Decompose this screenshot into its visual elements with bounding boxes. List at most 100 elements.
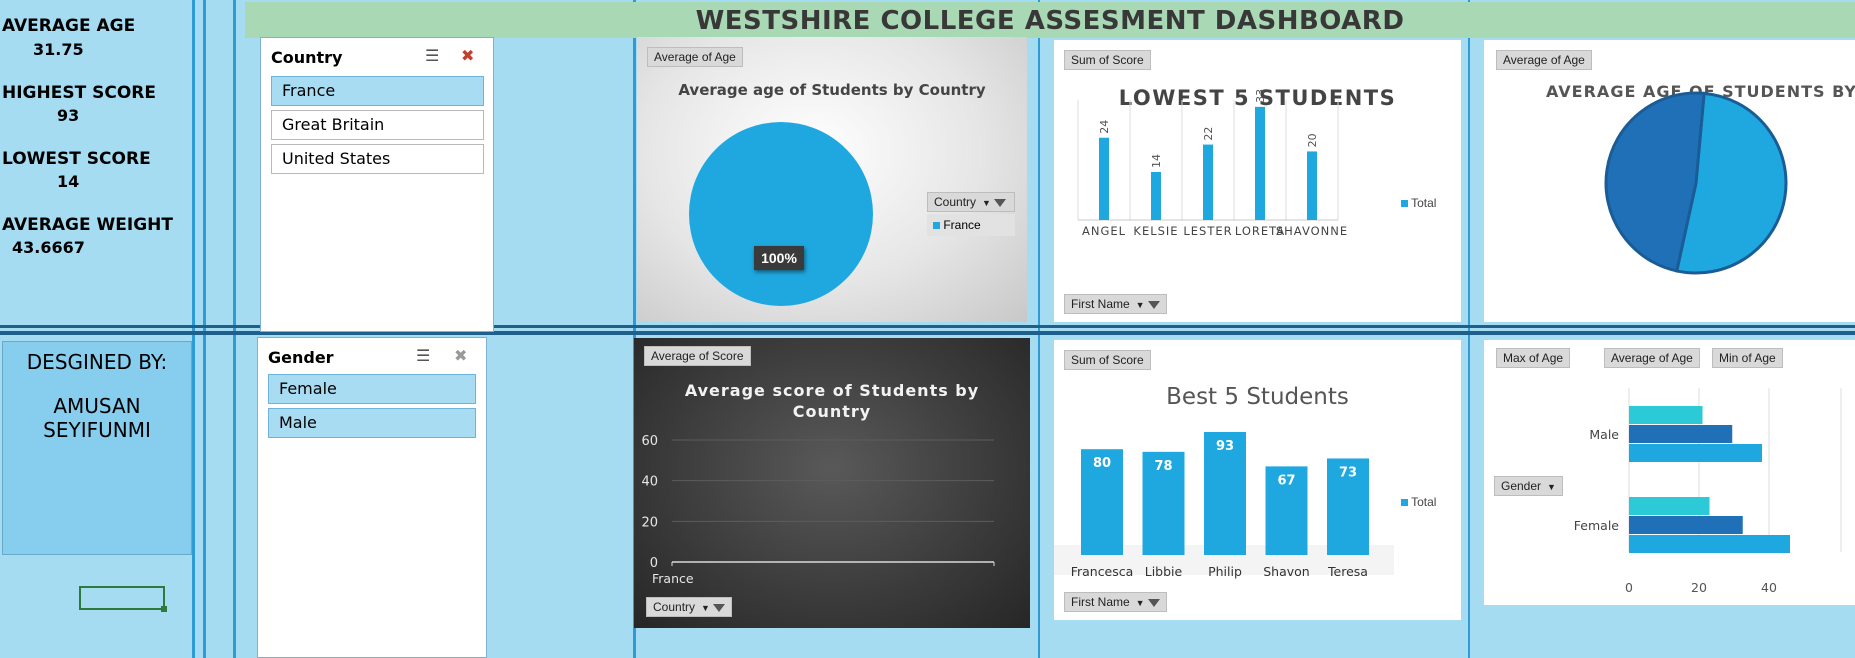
multi-select-icon[interactable]: ☰ — [425, 46, 439, 66]
slicer-item-female[interactable]: Female — [268, 374, 476, 404]
dropdown-icon: ▼ — [1136, 296, 1145, 314]
y-tick-label: Male — [1589, 427, 1619, 442]
gender-slicer[interactable]: Gender ☰ ✖ Female Male — [257, 337, 487, 658]
dropdown-icon: ▼ — [982, 194, 991, 212]
data-label: 22 — [1202, 127, 1215, 141]
data-label: 78 — [1154, 459, 1172, 474]
data-label: 14 — [1150, 154, 1163, 168]
legend-field-button-country[interactable]: Country ▼ — [927, 192, 1015, 212]
x-tick-label: Libbie — [1145, 564, 1183, 579]
separator-line — [1038, 0, 1040, 658]
bar-loreta[interactable] — [1255, 107, 1265, 220]
slicer-item-great-britain[interactable]: Great Britain — [271, 110, 484, 140]
line-plot: 0 20 40 60 France — [634, 338, 1030, 628]
axis-field-button-first-name[interactable]: First Name ▼ — [1064, 592, 1167, 612]
legend-entry: Total — [1401, 495, 1436, 509]
kpi-lowest-score-label: LOWEST SCORE — [2, 149, 151, 169]
dashboard-title: WESTSHIRE COLLEGE ASSESMENT DASHBOARD — [245, 2, 1855, 38]
x-tick-label: Philip — [1208, 564, 1242, 579]
x-tick-label: KELSIE — [1133, 224, 1178, 238]
legend-swatch — [1401, 200, 1408, 207]
pie-plot — [1484, 40, 1855, 322]
kpi-average-weight-value: 43.6667 — [12, 238, 85, 257]
filter-icon — [1148, 599, 1160, 607]
designer-name-line1: AMUSAN — [3, 394, 191, 418]
designer-card: DESGINED BY: AMUSAN SEYIFUNMI — [2, 341, 192, 555]
pie-slice-france[interactable] — [689, 122, 873, 306]
axis-field-button-first-name[interactable]: First Name ▼ — [1064, 294, 1167, 314]
x-tick-label: Teresa — [1327, 564, 1368, 579]
kpi-highest-score-label: HIGHEST SCORE — [2, 83, 156, 103]
data-label: 67 — [1277, 473, 1295, 488]
legend-entry: France — [927, 214, 1015, 236]
bar-female-min-of-age[interactable] — [1629, 497, 1710, 515]
age-by-gender-pie-chart[interactable]: Average of Age AVERAGE AGE OF STUDENTS B… — [1484, 40, 1855, 322]
bar-kelsie[interactable] — [1151, 172, 1161, 220]
bar-lester[interactable] — [1203, 145, 1213, 220]
axis-field-button-country[interactable]: Country ▼ — [646, 597, 732, 617]
data-label: 24 — [1098, 120, 1111, 134]
score-by-country-chart[interactable]: Average of Score Average score of Studen… — [634, 338, 1030, 628]
x-tick-label: Francesca — [1071, 564, 1134, 579]
designer-name-line2: SEYIFUNMI — [3, 418, 191, 442]
age-by-country-pie-chart[interactable]: Average of Age Average age of Students b… — [637, 37, 1027, 322]
dropdown-icon: ▼ — [1136, 594, 1145, 612]
bar-female-average-of-age[interactable] — [1629, 516, 1743, 534]
x-tick-label: LESTER — [1183, 224, 1232, 238]
slicer-item-france[interactable]: France — [271, 76, 484, 106]
bar-angel[interactable] — [1099, 138, 1109, 220]
y-tick-label: 60 — [641, 434, 658, 449]
legend-label-total: Total — [1411, 196, 1436, 210]
legend-field-label: Country — [934, 195, 976, 209]
data-label: 93 — [1216, 439, 1234, 454]
multi-select-icon[interactable]: ☰ — [416, 346, 430, 366]
gender-slicer-title: Gender — [268, 348, 334, 367]
bar-plot: 80 Francesca 78 Libbie 93 Philip 67 Shavon 73 Ter… — [1054, 340, 1461, 620]
legend-swatch — [1401, 499, 1408, 506]
x-tick-label: Shavon — [1263, 564, 1309, 579]
y-tick-label: 0 — [650, 556, 658, 571]
data-label: 80 — [1093, 456, 1111, 471]
bar-shavonne[interactable] — [1307, 151, 1317, 220]
legend-entry: Total — [1401, 196, 1436, 210]
legend-swatch — [933, 222, 940, 229]
data-label: 73 — [1339, 465, 1357, 480]
clear-filter-icon[interactable]: ✖ — [454, 346, 467, 366]
legend-label-total: Total — [1411, 495, 1436, 509]
bar-male-min-of-age[interactable] — [1629, 406, 1703, 424]
age-stats-by-gender-chart[interactable]: Max of Age Average of Age Min of Age Gen… — [1484, 340, 1855, 605]
filter-icon — [713, 604, 725, 612]
lowest-5-students-chart[interactable]: Sum of Score LOWEST 5 STUDENTS 24 ANGEL 14… — [1054, 40, 1461, 322]
filter-icon — [1148, 301, 1160, 309]
separator-line — [203, 0, 206, 658]
axis-field-label: Country — [653, 600, 695, 614]
bar-male-max-of-age[interactable] — [1629, 444, 1762, 462]
x-tick-label: SHAVONNE — [1276, 224, 1348, 238]
x-tick-label: 40 — [1761, 580, 1777, 595]
clear-filter-icon[interactable]: ✖ — [461, 46, 474, 66]
kpi-average-age-value: 31.75 — [33, 40, 84, 59]
legend-label-france: France — [943, 218, 980, 232]
x-tick-label: 0 — [1625, 580, 1633, 595]
slicer-item-male[interactable]: Male — [268, 408, 476, 438]
separator-line — [192, 0, 195, 658]
designer-heading: DESGINED BY: — [3, 350, 191, 374]
pie-plot — [637, 37, 1027, 322]
selected-cell[interactable] — [79, 586, 165, 610]
y-tick-label: 40 — [641, 475, 658, 490]
y-tick-label: Female — [1574, 518, 1620, 533]
data-label: 20 — [1306, 133, 1319, 147]
best-5-students-chart[interactable]: Sum of Score Best 5 Students 80 Francesca… — [1054, 340, 1461, 620]
axis-field-label: First Name — [1071, 297, 1130, 311]
bar-plot: 0 20 40MaleFemale — [1484, 340, 1855, 605]
bar-male-average-of-age[interactable] — [1629, 425, 1732, 443]
x-tick-label: France — [652, 571, 694, 586]
separator-line — [1468, 0, 1470, 658]
y-tick-label: 20 — [641, 515, 658, 530]
bar-female-max-of-age[interactable] — [1629, 535, 1790, 553]
bar-plot: 24 ANGEL 14 KELSIE 22 LESTER 33 LORETA 20 SHAVONN… — [1054, 40, 1461, 322]
separator-line — [233, 0, 236, 658]
data-label: 100% — [754, 246, 804, 270]
country-slicer[interactable]: Country ☰ ✖ France Great Britain United … — [260, 37, 494, 332]
slicer-item-united-states[interactable]: United States — [271, 144, 484, 174]
